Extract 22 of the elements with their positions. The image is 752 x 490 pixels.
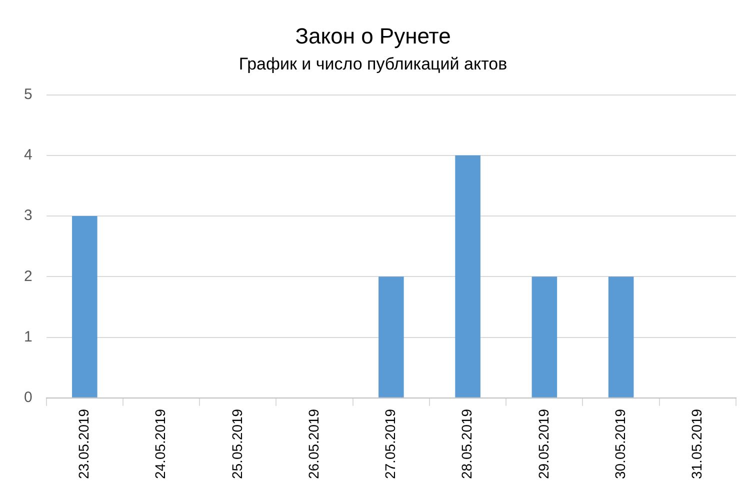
y-tick-label: 4 <box>24 146 32 164</box>
x-tick-label: 28.05.2019 <box>458 408 475 480</box>
chart-subtitle: График и число публикаций актов <box>238 54 508 74</box>
y-tick-label: 0 <box>24 389 32 406</box>
x-tick-label: 24.05.2019 <box>152 408 168 480</box>
x-tick-label: 26.05.2019 <box>305 408 322 480</box>
x-tick-label: 30.05.2019 <box>612 408 628 480</box>
x-tick-label: 27.05.2019 <box>382 408 398 480</box>
bar <box>608 276 634 398</box>
x-tick-label: 25.05.2019 <box>228 408 245 480</box>
y-tick-label: 2 <box>24 268 32 285</box>
y-tick-label: 3 <box>24 207 32 224</box>
chart-title: Закон о Рунете <box>295 23 451 48</box>
x-tick-label: 29.05.2019 <box>535 408 552 480</box>
bar <box>455 155 480 398</box>
bar <box>532 276 558 398</box>
bar <box>378 276 404 398</box>
y-tick-label: 5 <box>24 86 32 103</box>
bar <box>72 216 98 398</box>
x-tick-label: 31.05.2019 <box>688 408 705 480</box>
y-tick-label: 1 <box>24 328 32 346</box>
x-tick-label: 23.05.2019 <box>76 408 92 480</box>
